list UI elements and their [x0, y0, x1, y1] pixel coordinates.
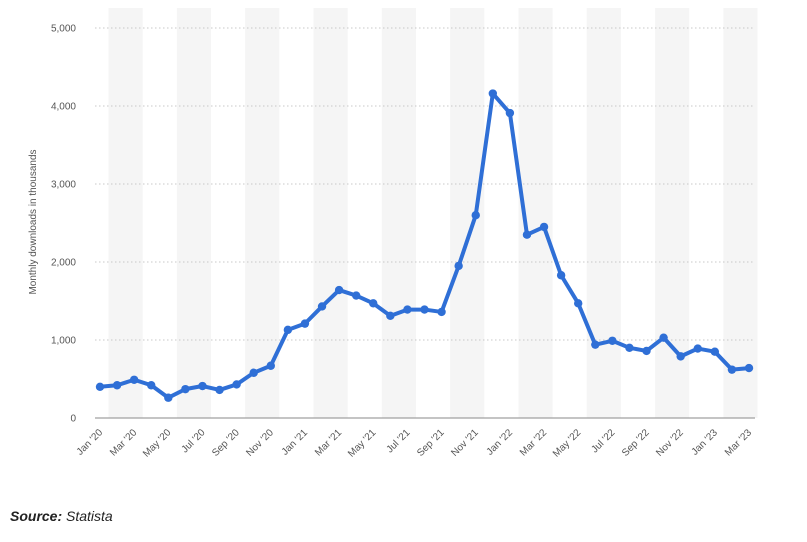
- x-axis-ticks: Jan '20 Mar '20 May '20 Jul '20 Sep '20 Nov '…: [75, 427, 755, 460]
- x-tick-label: Mar '22: [518, 427, 549, 458]
- data-point: [249, 368, 258, 377]
- y-axis-label: Monthly downloads in thousands: [28, 149, 39, 294]
- data-point: [351, 291, 361, 300]
- data-point: [232, 380, 241, 389]
- x-tick-label: Nov '20: [244, 427, 276, 459]
- x-tick-label: Sep '21: [415, 427, 447, 459]
- alternating-bands: [108, 8, 758, 418]
- x-tick-label: May '20: [141, 427, 174, 460]
- x-tick-label: Sep '22: [620, 427, 652, 459]
- x-tick-label: Mar '21: [313, 427, 344, 458]
- data-point: [386, 311, 395, 321]
- data-point: [147, 381, 156, 390]
- data-point: [591, 340, 600, 349]
- source-text: Statista: [66, 508, 113, 524]
- data-point: [471, 211, 480, 220]
- x-tick-label: Nov '21: [449, 427, 481, 459]
- data-point: [488, 89, 498, 98]
- data-point: [215, 385, 224, 395]
- x-tick-label: Jan '20: [75, 427, 106, 458]
- data-point: [164, 393, 173, 402]
- series-points: [95, 89, 754, 402]
- x-tick-label: Mar '20: [108, 427, 139, 458]
- background-band: [723, 8, 758, 418]
- y-tick-label: 5,000: [51, 24, 76, 35]
- data-point: [181, 384, 190, 394]
- x-tick-label: Mar '23: [723, 427, 754, 458]
- y-tick-label: 1,000: [51, 336, 76, 347]
- background-band: [245, 8, 280, 418]
- y-tick-label: 2,000: [51, 258, 76, 269]
- x-tick-label: May '22: [551, 427, 584, 460]
- x-tick-label: Jul '20: [180, 427, 208, 455]
- data-point: [539, 222, 549, 232]
- data-point: [727, 365, 737, 374]
- data-point: [420, 305, 429, 314]
- data-point: [608, 336, 617, 345]
- x-tick-label: Jan '23: [690, 427, 721, 458]
- source-note: Source: Statista: [10, 508, 113, 524]
- data-point: [693, 344, 702, 353]
- data-point: [437, 307, 446, 317]
- y-axis-ticks: 0 1,000 2,000 3,000 4,000 5,000: [51, 24, 76, 425]
- background-band: [108, 8, 143, 418]
- x-tick-label: Jul '22: [589, 427, 617, 455]
- y-tick-label: 3,000: [51, 180, 76, 191]
- data-point: [659, 333, 668, 342]
- x-tick-label: May '21: [346, 427, 379, 460]
- data-point: [642, 346, 651, 356]
- x-tick-label: Sep '20: [210, 427, 242, 459]
- data-point: [129, 375, 139, 384]
- background-band: [313, 8, 348, 418]
- background-band: [381, 8, 416, 418]
- data-point: [676, 352, 685, 361]
- background-band: [176, 8, 212, 418]
- data-point: [505, 108, 515, 118]
- gridlines: [95, 27, 755, 419]
- data-point: [522, 230, 532, 239]
- data-point: [283, 325, 293, 335]
- x-tick-label: Jul '21: [385, 427, 413, 455]
- x-tick-label: Jan '22: [485, 427, 516, 458]
- data-point: [369, 299, 378, 308]
- x-tick-label: Jan '21: [280, 427, 311, 458]
- data-point: [403, 305, 412, 314]
- data-point: [744, 363, 754, 373]
- data-point: [710, 347, 720, 356]
- data-point: [300, 319, 310, 328]
- data-point: [454, 261, 463, 271]
- data-point: [95, 382, 105, 391]
- y-tick-label: 4,000: [51, 102, 76, 113]
- data-point: [317, 302, 327, 311]
- data-point: [625, 343, 634, 352]
- source-label: Source:: [10, 508, 63, 524]
- data-point: [334, 285, 344, 295]
- data-point: [556, 271, 566, 280]
- background-band: [586, 8, 621, 418]
- data-point: [266, 361, 275, 370]
- data-point: [112, 381, 122, 390]
- x-tick-label: Nov '22: [654, 427, 686, 459]
- y-tick-label: 0: [70, 414, 76, 425]
- data-point: [574, 299, 583, 308]
- data-point: [198, 381, 207, 391]
